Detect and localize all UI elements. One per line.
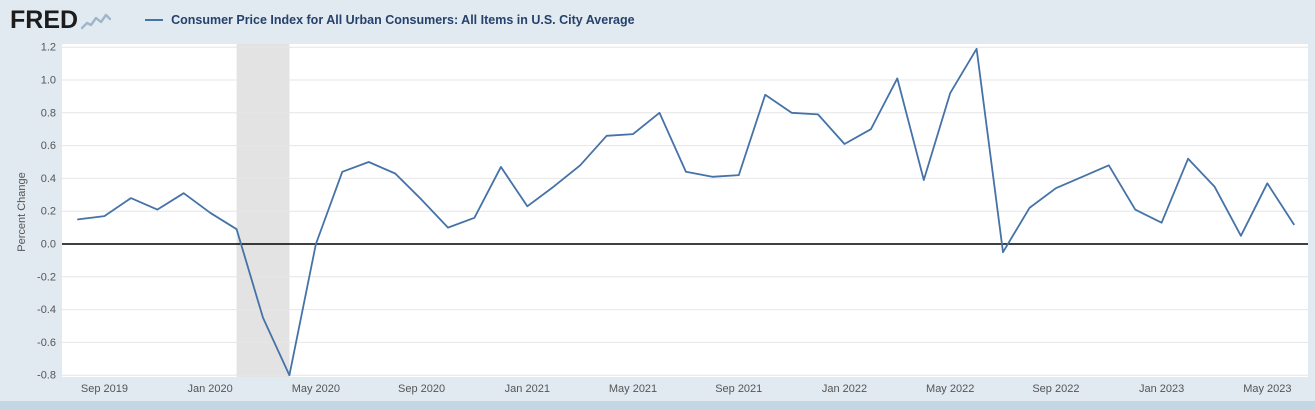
y-axis-title: Percent Change xyxy=(16,172,28,252)
y-axis-tick-label: 0.4 xyxy=(41,173,56,185)
legend-series-label[interactable]: Consumer Price Index for All Urban Consu… xyxy=(171,13,635,27)
x-axis-tick-label: Sep 2022 xyxy=(1032,383,1079,395)
chart-header: FRED Consumer Price Index for All Urban … xyxy=(0,0,1315,40)
y-axis-tick-label: 0.6 xyxy=(41,140,56,152)
x-axis-tick-label: May 2020 xyxy=(292,383,340,395)
cpi-data-line xyxy=(77,47,1295,377)
chart-legend: Consumer Price Index for All Urban Consu… xyxy=(145,13,635,27)
x-axis-tick-label: Sep 2020 xyxy=(398,383,445,395)
legend-line-swatch xyxy=(145,19,164,21)
y-axis-tick-label: -0.6 xyxy=(37,337,56,349)
y-axis-tick-label: -0.8 xyxy=(37,370,56,382)
y-axis-tick-label: 0.2 xyxy=(41,206,56,218)
y-axis-tick-label: 0.0 xyxy=(41,239,56,251)
fred-logo[interactable]: FRED xyxy=(10,5,112,34)
y-axis-tick-label: 1.0 xyxy=(41,75,56,87)
footer-strip xyxy=(0,401,1315,410)
fred-squiggle-chart-icon xyxy=(81,13,112,29)
recession-shading-band xyxy=(236,44,290,377)
x-axis-tick-label: Jan 2022 xyxy=(822,383,867,395)
x-axis-tick-label: Sep 2019 xyxy=(81,383,128,395)
x-axis-tick-label: Jan 2020 xyxy=(188,383,233,395)
y-axis-tick-label: -0.4 xyxy=(37,304,56,316)
x-axis-tick-label: May 2021 xyxy=(609,383,657,395)
x-axis-tick-label: May 2023 xyxy=(1243,383,1291,395)
x-axis-tick-label: May 2022 xyxy=(926,383,974,395)
y-axis-tick-label: 1.2 xyxy=(41,42,56,54)
x-axis-tick-label: Jan 2021 xyxy=(505,383,550,395)
fred-logo-text: FRED xyxy=(10,5,79,34)
x-axis-tick-label: Sep 2021 xyxy=(715,383,762,395)
x-axis-tick-label: Jan 2023 xyxy=(1139,383,1184,395)
y-axis-tick-label: -0.2 xyxy=(37,271,56,283)
y-axis-tick-label: 0.8 xyxy=(41,107,56,119)
